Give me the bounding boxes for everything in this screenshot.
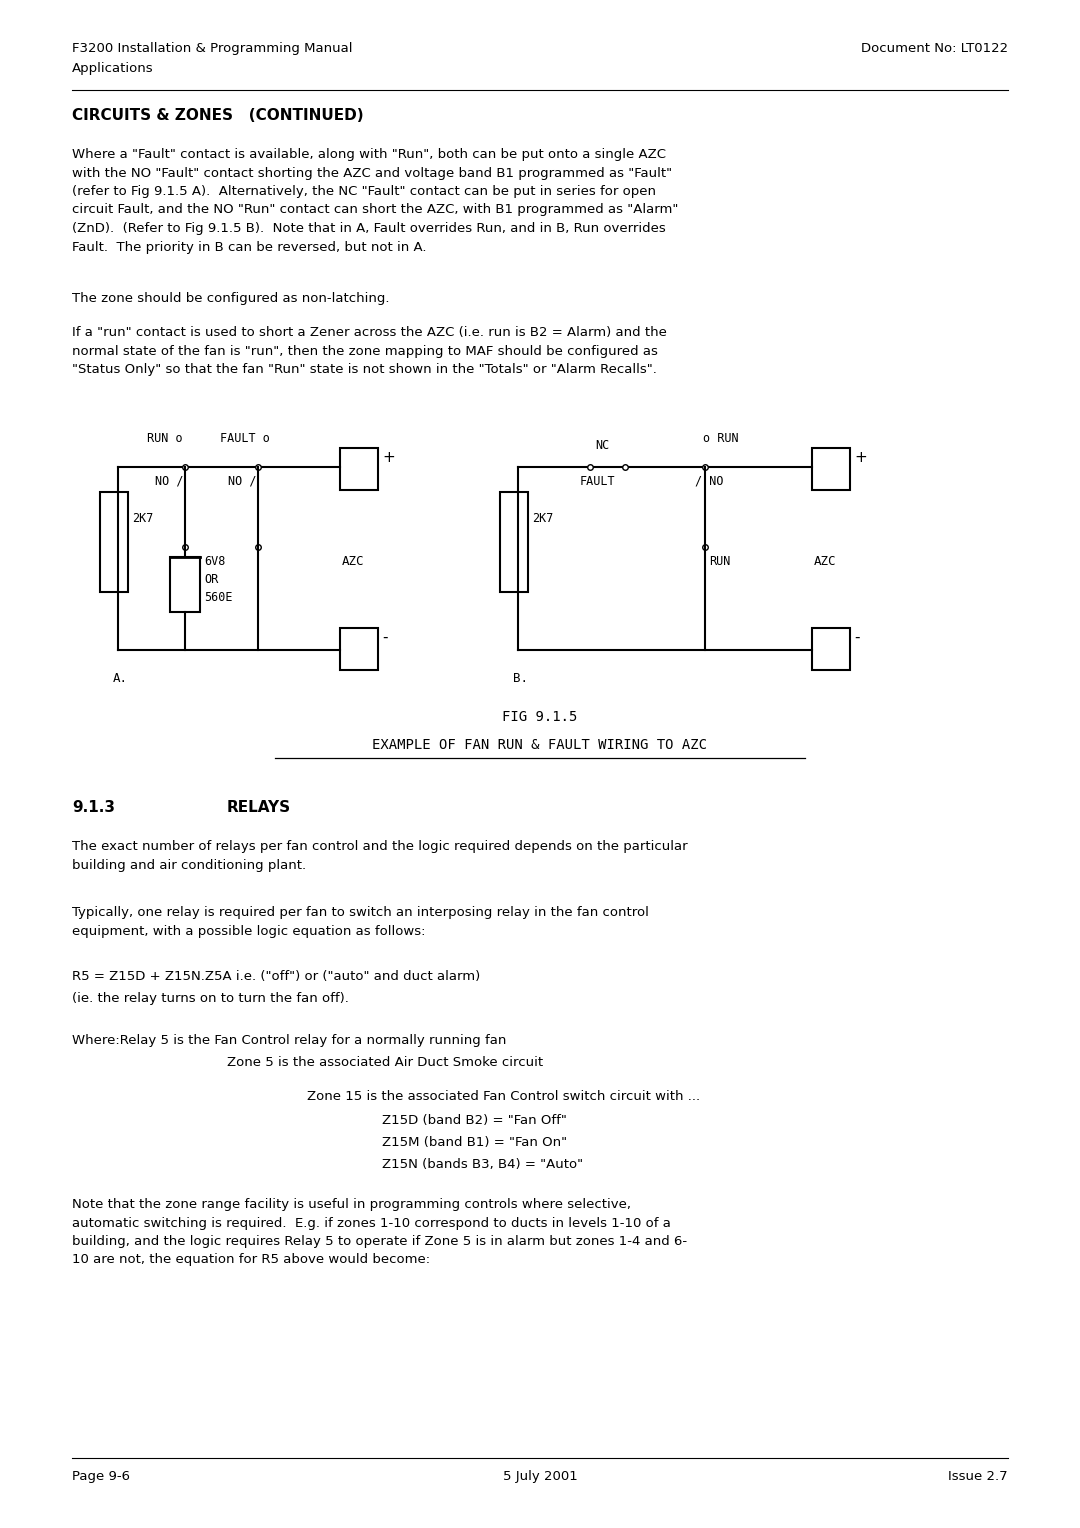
Text: RELAYS: RELAYS (227, 801, 292, 814)
Text: Z15D (band B2) = "Fan Off": Z15D (band B2) = "Fan Off" (382, 1114, 567, 1128)
Text: Page 9-6: Page 9-6 (72, 1470, 130, 1484)
Text: AZC: AZC (342, 555, 365, 568)
Text: The exact number of relays per fan control and the logic required depends on the: The exact number of relays per fan contr… (72, 840, 688, 871)
Text: CIRCUITS & ZONES   (CONTINUED): CIRCUITS & ZONES (CONTINUED) (72, 108, 364, 122)
Text: 5 July 2001: 5 July 2001 (502, 1470, 578, 1484)
Text: FAULT o: FAULT o (220, 432, 270, 445)
Bar (170, 558, 200, 613)
Bar (812, 448, 850, 490)
Text: Note that the zone range facility is useful in programming controls where select: Note that the zone range facility is use… (72, 1198, 687, 1267)
Text: Z15N (bands B3, B4) = "Auto": Z15N (bands B3, B4) = "Auto" (382, 1158, 583, 1170)
Text: AZC: AZC (814, 555, 837, 568)
Bar (340, 628, 378, 669)
Text: Typically, one relay is required per fan to switch an interposing relay in the f: Typically, one relay is required per fan… (72, 906, 649, 938)
Text: If a "run" contact is used to short a Zener across the AZC (i.e. run is B2 = Ala: If a "run" contact is used to short a Ze… (72, 325, 666, 376)
Bar (500, 492, 528, 591)
Text: A.: A. (113, 672, 129, 685)
Text: Issue 2.7: Issue 2.7 (948, 1470, 1008, 1484)
Text: B.: B. (513, 672, 528, 685)
Text: (ie. the relay turns on to turn the fan off).: (ie. the relay turns on to turn the fan … (72, 992, 349, 1005)
Text: Where:Relay 5 is the Fan Control relay for a normally running fan: Where:Relay 5 is the Fan Control relay f… (72, 1034, 507, 1047)
Text: Applications: Applications (72, 63, 153, 75)
Text: F3200 Installation & Programming Manual: F3200 Installation & Programming Manual (72, 41, 352, 55)
Text: -: - (382, 630, 388, 645)
Text: The zone should be configured as non-latching.: The zone should be configured as non-lat… (72, 292, 390, 306)
Text: NO /: NO / (228, 475, 257, 487)
Bar (340, 448, 378, 490)
Text: RUN: RUN (708, 555, 730, 568)
Text: NO /: NO / (156, 475, 184, 487)
Bar (100, 492, 129, 591)
Text: Zone 15 is the associated Fan Control switch circuit with ...: Zone 15 is the associated Fan Control sw… (307, 1089, 700, 1103)
Text: Document No: LT0122: Document No: LT0122 (861, 41, 1008, 55)
Text: o RUN: o RUN (703, 432, 739, 445)
Text: 2K7: 2K7 (532, 512, 553, 526)
Text: +: + (382, 451, 395, 465)
Text: Z15M (band B1) = "Fan On": Z15M (band B1) = "Fan On" (382, 1135, 567, 1149)
Text: NC: NC (595, 439, 609, 452)
Text: / NO: / NO (696, 475, 724, 487)
Text: Where a "Fault" contact is available, along with "Run", both can be put onto a s: Where a "Fault" contact is available, al… (72, 148, 678, 254)
Text: 9.1.3: 9.1.3 (72, 801, 114, 814)
Text: FIG 9.1.5: FIG 9.1.5 (502, 711, 578, 724)
Text: EXAMPLE OF FAN RUN & FAULT WIRING TO AZC: EXAMPLE OF FAN RUN & FAULT WIRING TO AZC (373, 738, 707, 752)
Text: 6V8: 6V8 (204, 555, 226, 568)
Text: OR: OR (204, 573, 218, 587)
Text: +: + (854, 451, 867, 465)
Text: Zone 5 is the associated Air Duct Smoke circuit: Zone 5 is the associated Air Duct Smoke … (227, 1056, 543, 1070)
Text: -: - (854, 630, 860, 645)
Text: FAULT: FAULT (580, 475, 616, 487)
Bar (812, 628, 850, 669)
Text: 2K7: 2K7 (132, 512, 153, 526)
Text: 560E: 560E (204, 591, 232, 604)
Text: R5 = Z15D + Z15N.Z5A i.e. ("off") or ("auto" and duct alarm): R5 = Z15D + Z15N.Z5A i.e. ("off") or ("a… (72, 970, 481, 983)
Text: RUN o: RUN o (147, 432, 183, 445)
